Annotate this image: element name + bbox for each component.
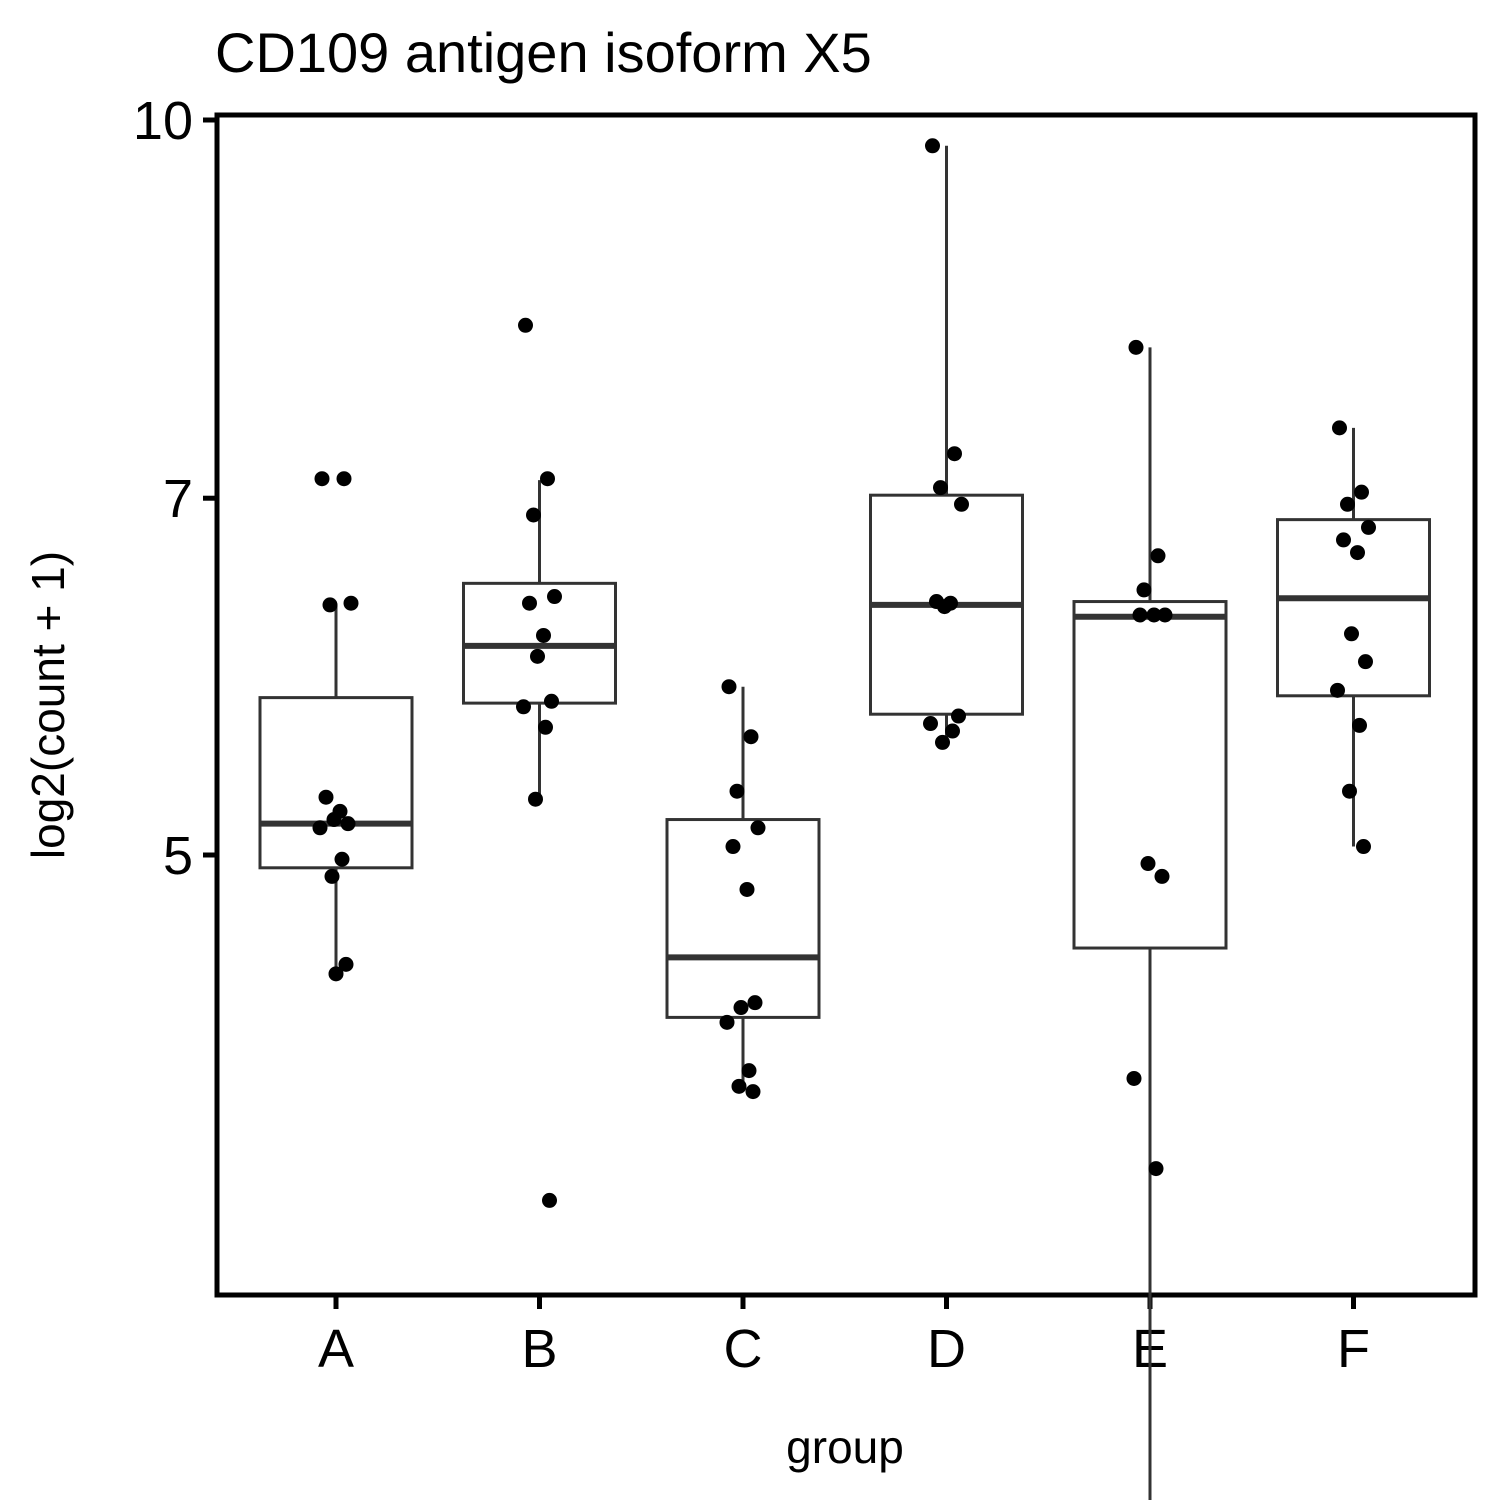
data-point-F-4 — [1361, 519, 1376, 535]
y-tick-label-5: 5 — [163, 826, 193, 886]
data-point-C-12 — [745, 1084, 761, 1100]
data-point-E-7 — [1140, 856, 1156, 872]
x-tick-label-C: C — [724, 1319, 763, 1379]
data-point-C-2 — [743, 729, 759, 745]
data-point-F-6 — [1350, 545, 1365, 561]
data-point-E-8 — [1154, 868, 1170, 884]
data-point-A-10 — [334, 851, 350, 867]
data-point-A-13 — [328, 966, 344, 982]
data-point-B-3 — [526, 507, 541, 523]
x-tick-label-D: D — [927, 1319, 966, 1379]
x-tick-label-B: B — [521, 1319, 557, 1379]
data-point-C-3 — [729, 783, 745, 799]
data-point-C-8 — [747, 995, 763, 1011]
data-point-F-10 — [1352, 717, 1367, 733]
data-point-F-1 — [1332, 420, 1347, 436]
data-point-C-4 — [750, 820, 766, 836]
y-tick-label-10: 10 — [133, 91, 193, 151]
data-point-C-10 — [741, 1063, 757, 1079]
data-point-A-8 — [340, 816, 356, 832]
data-point-C-11 — [731, 1078, 747, 1094]
data-point-A-12 — [338, 956, 354, 972]
data-point-A-1 — [314, 471, 330, 487]
data-point-D-4 — [954, 496, 969, 512]
data-point-E-4 — [1157, 607, 1173, 623]
data-point-C-6 — [739, 881, 755, 897]
data-point-F-5 — [1336, 532, 1351, 548]
data-point-E-9 — [1126, 1070, 1142, 1086]
data-point-B-4 — [547, 589, 562, 605]
data-point-A-4 — [343, 595, 359, 611]
data-point-E-2 — [1150, 548, 1166, 564]
data-point-A-2 — [336, 471, 352, 487]
data-point-D-11 — [935, 734, 950, 750]
data-point-A-11 — [324, 868, 340, 884]
data-point-F-8 — [1358, 654, 1373, 670]
data-point-D-10 — [945, 723, 960, 739]
data-point-A-7 — [326, 812, 342, 828]
data-point-B-2 — [540, 471, 555, 487]
x-tick-label-F: F — [1337, 1319, 1370, 1379]
chart-title: CD109 antigen isoform X5 — [215, 21, 872, 84]
data-point-A-3 — [322, 597, 338, 613]
data-point-F-12 — [1356, 839, 1371, 855]
data-point-D-3 — [933, 480, 948, 496]
box-A — [258, 696, 414, 870]
data-point-A-9 — [312, 820, 328, 836]
data-point-E-1 — [1128, 339, 1144, 355]
data-point-B-1 — [518, 317, 533, 333]
data-point-F-2 — [1354, 484, 1369, 500]
data-point-F-9 — [1330, 682, 1345, 698]
box-F — [1276, 518, 1431, 698]
x-axis-title: group — [786, 1421, 904, 1473]
data-point-C-1 — [721, 679, 737, 695]
data-point-C-5 — [725, 839, 741, 855]
plot-border — [214, 112, 1478, 1298]
data-point-F-7 — [1344, 626, 1359, 642]
data-point-B-5 — [522, 595, 537, 611]
x-tick-label-A: A — [318, 1319, 354, 1379]
data-point-B-12 — [542, 1192, 557, 1208]
data-point-E-10 — [1148, 1161, 1164, 1177]
data-point-E-6 — [1146, 607, 1162, 623]
data-point-B-10 — [538, 719, 553, 735]
data-point-D-1 — [925, 138, 940, 154]
data-point-B-7 — [530, 648, 545, 664]
data-point-D-2 — [947, 446, 962, 462]
box-C — [665, 818, 821, 1019]
data-point-C-9 — [719, 1014, 735, 1030]
data-point-D-7 — [937, 599, 952, 615]
data-point-B-8 — [544, 693, 559, 709]
box-E — [1072, 600, 1228, 950]
data-point-F-3 — [1340, 496, 1355, 512]
data-point-D-8 — [951, 708, 966, 724]
data-point-B-6 — [536, 627, 551, 643]
data-point-E-5 — [1132, 607, 1148, 623]
data-point-D-9 — [923, 716, 938, 732]
data-point-F-11 — [1342, 783, 1357, 799]
data-point-B-9 — [516, 699, 531, 715]
data-point-A-5 — [318, 789, 334, 805]
y-tick-label-7: 7 — [163, 469, 193, 529]
data-point-B-11 — [528, 791, 543, 807]
data-point-C-7 — [733, 1000, 749, 1016]
y-axis-title: log2(count + 1) — [22, 551, 74, 859]
data-point-E-3 — [1136, 582, 1152, 598]
